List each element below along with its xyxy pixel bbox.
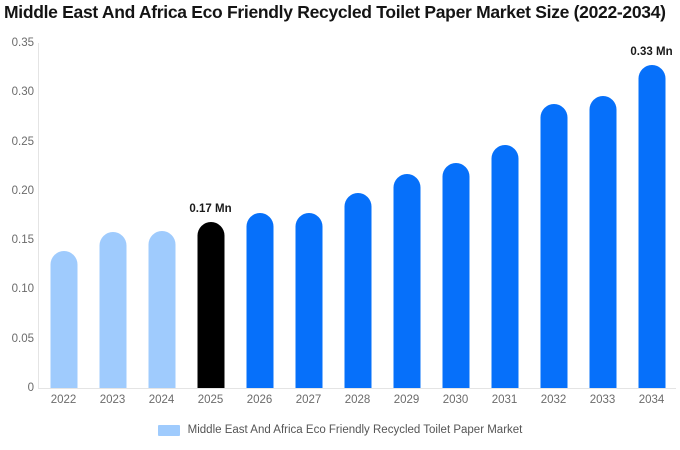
x-axis-tick-label: 2024 — [148, 394, 175, 406]
bar-value-label-2025: 0.17 Mn — [189, 203, 232, 216]
y-axis-tick-label: 0.05 — [11, 332, 34, 345]
x-axis-tick-label: 2028 — [344, 394, 371, 406]
y-axis-tick-label: 0 — [27, 382, 34, 394]
bar-2029[interactable] — [393, 174, 420, 388]
bar-2024[interactable] — [148, 231, 175, 388]
bar-slot — [137, 43, 186, 388]
bar-2027[interactable] — [295, 212, 322, 388]
x-axis-tick-label: 2033 — [589, 394, 616, 406]
bar-slot — [431, 43, 480, 388]
y-axis-tick-label: 0.15 — [11, 234, 34, 247]
bar-2032[interactable] — [540, 104, 567, 388]
bar-2028[interactable] — [344, 192, 371, 388]
y-axis-tick-label: 0.25 — [11, 135, 34, 148]
legend-swatch-icon — [157, 424, 180, 436]
x-axis-tick-label: 2022 — [50, 394, 77, 406]
bar-slot — [578, 43, 627, 388]
bar-slot — [382, 43, 431, 388]
bar-slot — [480, 43, 529, 388]
x-axis: 2022 2023 2024 2025 2026 2027 2028 2029 2030 2031… — [39, 394, 676, 414]
plot-area — [38, 43, 676, 388]
bar-slot — [333, 43, 382, 388]
chart-title: Middle East And Africa Eco Friendly Recy… — [4, 2, 666, 22]
bar-slot: 0.17 Mn — [186, 43, 235, 388]
y-axis-tick-label: 0.30 — [11, 86, 34, 99]
bar-slot — [88, 43, 137, 388]
y-axis-tick-label: 0.20 — [11, 184, 34, 197]
x-axis-tick-label: 2023 — [99, 394, 126, 406]
bar-slot — [39, 43, 88, 388]
x-axis-tick-label: 2029 — [393, 394, 420, 406]
bar-slot — [284, 43, 333, 388]
y-axis-tick-label: 0.35 — [11, 37, 34, 49]
bar-2022[interactable] — [50, 251, 77, 388]
x-axis-tick-label: 2032 — [540, 394, 567, 406]
x-axis-tick-label: 2031 — [491, 394, 518, 406]
bar-2025[interactable] — [197, 222, 224, 388]
x-axis-tick-label: 2027 — [295, 394, 322, 406]
chart-legend: Middle East And Africa Eco Friendly Recy… — [0, 424, 680, 436]
bar-2033[interactable] — [589, 96, 616, 388]
bar-series: 0.17 Mn 0.33 Mn — [39, 43, 676, 388]
x-axis-tick-label: 2034 — [638, 394, 665, 406]
bar-2031[interactable] — [491, 144, 518, 388]
bar-value-label-2034: 0.33 Mn — [630, 45, 673, 58]
x-axis-tick-label: 2026 — [246, 394, 273, 406]
y-axis: 0 0.05 0.10 0.15 0.20 0.25 0.30 0.35 — [0, 37, 34, 394]
x-axis-baseline — [38, 388, 676, 389]
y-axis-tick-label: 0.10 — [11, 283, 34, 296]
legend-label[interactable]: Middle East And Africa Eco Friendly Recy… — [187, 424, 523, 436]
bar-2030[interactable] — [442, 163, 469, 388]
bar-2026[interactable] — [246, 212, 273, 388]
x-axis-tick-label: 2030 — [442, 394, 469, 406]
bar-slot — [235, 43, 284, 388]
bar-slot — [529, 43, 578, 388]
bar-2034[interactable] — [638, 64, 665, 388]
bar-2023[interactable] — [99, 232, 126, 388]
bar-slot: 0.33 Mn — [627, 43, 676, 388]
x-axis-tick-label: 2025 — [197, 394, 224, 406]
